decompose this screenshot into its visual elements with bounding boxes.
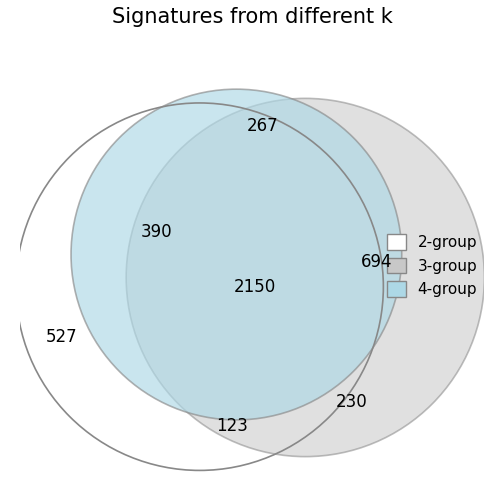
Text: 390: 390 xyxy=(141,223,172,240)
Legend: 2-group, 3-group, 4-group: 2-group, 3-group, 4-group xyxy=(380,226,485,305)
Text: 267: 267 xyxy=(246,117,278,135)
Text: 230: 230 xyxy=(335,393,367,411)
Circle shape xyxy=(71,89,402,420)
Text: 527: 527 xyxy=(46,328,78,346)
Text: 2150: 2150 xyxy=(234,278,276,296)
Title: Signatures from different k: Signatures from different k xyxy=(111,7,393,27)
Circle shape xyxy=(126,98,484,457)
Text: 123: 123 xyxy=(216,417,248,435)
Text: 694: 694 xyxy=(361,253,393,271)
